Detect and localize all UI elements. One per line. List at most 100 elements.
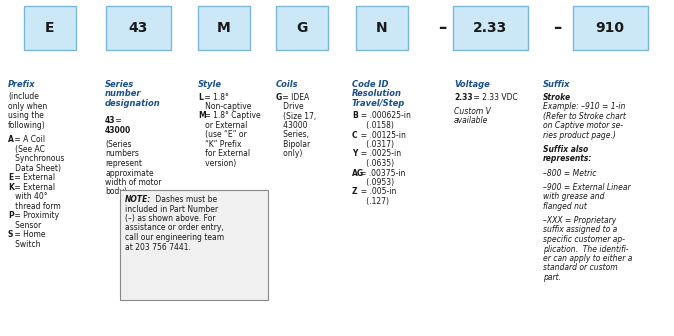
Text: using the: using the — [8, 112, 44, 121]
Text: Suffix also: Suffix also — [543, 145, 588, 154]
Text: =: = — [113, 116, 125, 125]
Text: plication.  The identifi-: plication. The identifi- — [543, 245, 629, 253]
Text: L: L — [198, 92, 203, 101]
Text: only when: only when — [8, 102, 47, 111]
Text: thread form: thread form — [8, 202, 61, 211]
Text: (use “E” or: (use “E” or — [198, 130, 247, 139]
Text: 2.33: 2.33 — [454, 92, 472, 101]
Text: approximate: approximate — [105, 168, 154, 177]
Text: –XXX = Proprietary: –XXX = Proprietary — [543, 216, 616, 225]
Text: = .00375-in: = .00375-in — [361, 168, 406, 177]
Text: = .000625-in: = .000625-in — [356, 112, 411, 121]
Text: Sensor: Sensor — [8, 221, 41, 230]
Text: Resolution: Resolution — [352, 89, 402, 98]
Text: or External: or External — [198, 121, 247, 130]
Text: = 1.8°: = 1.8° — [202, 92, 229, 101]
Text: –: – — [438, 19, 446, 37]
Text: –800 = Metric: –800 = Metric — [543, 168, 596, 177]
Text: N: N — [376, 21, 388, 35]
Text: Y: Y — [352, 150, 357, 159]
Text: C: C — [352, 130, 358, 139]
Text: designation: designation — [105, 99, 161, 108]
Text: P: P — [8, 211, 13, 220]
Text: for External: for External — [198, 150, 250, 159]
Text: = IDEA: = IDEA — [280, 92, 309, 101]
Text: numbers: numbers — [105, 150, 139, 159]
Text: (See AC: (See AC — [8, 145, 45, 154]
FancyBboxPatch shape — [356, 6, 408, 50]
Text: available: available — [454, 116, 489, 125]
Text: Custom V: Custom V — [454, 107, 491, 116]
Text: represents:: represents: — [543, 154, 592, 163]
Text: following): following) — [8, 121, 46, 130]
Text: = .005-in: = .005-in — [356, 187, 396, 197]
Text: Prefix: Prefix — [8, 80, 36, 89]
Text: “K” Prefix: “K” Prefix — [198, 140, 241, 149]
Text: Bipolar: Bipolar — [276, 140, 310, 149]
Text: Data Sheet): Data Sheet) — [8, 164, 61, 173]
Text: flanged nut: flanged nut — [543, 202, 587, 211]
Text: Code ID: Code ID — [352, 80, 388, 89]
Text: (Refer to Stroke chart: (Refer to Stroke chart — [543, 112, 626, 121]
Text: Dashes must be: Dashes must be — [153, 195, 217, 204]
Text: Drive: Drive — [276, 102, 303, 111]
Text: (.127): (.127) — [352, 197, 389, 206]
Text: at 203 756 7441.: at 203 756 7441. — [125, 243, 191, 252]
Text: Non-captive: Non-captive — [198, 102, 251, 111]
Text: 43: 43 — [128, 21, 148, 35]
Text: specific customer ap-: specific customer ap- — [543, 235, 625, 244]
FancyBboxPatch shape — [572, 6, 648, 50]
Text: = A Coil: = A Coil — [12, 135, 45, 144]
Text: Synchronous: Synchronous — [8, 154, 65, 163]
Text: = External: = External — [12, 183, 55, 192]
Text: version): version) — [198, 159, 237, 168]
Text: (Series: (Series — [105, 140, 131, 149]
Text: Switch: Switch — [8, 240, 40, 249]
Text: Stroke: Stroke — [543, 92, 571, 101]
Text: 43000: 43000 — [276, 121, 307, 130]
Text: A: A — [8, 135, 14, 144]
Text: = Proximity: = Proximity — [12, 211, 59, 220]
Text: assistance or order entry,: assistance or order entry, — [125, 223, 224, 233]
Text: (include: (include — [8, 92, 39, 101]
Text: = Home: = Home — [12, 230, 46, 239]
Text: body): body) — [105, 187, 127, 197]
Text: M: M — [217, 21, 231, 35]
Text: standard or custom: standard or custom — [543, 263, 617, 272]
Text: Example: –910 = 1-in: Example: –910 = 1-in — [543, 102, 625, 111]
Text: Z: Z — [352, 187, 358, 197]
Text: Series,: Series, — [276, 130, 309, 139]
Text: = .00125-in: = .00125-in — [356, 130, 406, 139]
Text: K: K — [8, 183, 14, 192]
Text: = 2.33 VDC: = 2.33 VDC — [471, 92, 518, 101]
Text: Suffix: Suffix — [543, 80, 570, 89]
Text: Coils: Coils — [276, 80, 299, 89]
Text: = External: = External — [12, 173, 55, 182]
Text: suffix assigned to a: suffix assigned to a — [543, 225, 617, 235]
Text: AG: AG — [352, 168, 364, 177]
Text: represent: represent — [105, 159, 142, 168]
Text: M: M — [198, 112, 206, 121]
Text: Travel/Step: Travel/Step — [352, 99, 405, 108]
Text: G: G — [297, 21, 308, 35]
Text: S: S — [8, 230, 13, 239]
Text: 43000: 43000 — [105, 126, 131, 135]
Text: on Captive motor se-: on Captive motor se- — [543, 121, 623, 130]
Text: er can apply to either a: er can apply to either a — [543, 254, 632, 263]
Text: (.0635): (.0635) — [352, 159, 394, 168]
Text: (Size 17,: (Size 17, — [276, 112, 316, 121]
Text: part.: part. — [543, 273, 561, 282]
Text: = 1.8° Captive: = 1.8° Captive — [202, 112, 261, 121]
Text: width of motor: width of motor — [105, 178, 162, 187]
Text: (.0953): (.0953) — [352, 178, 394, 187]
Text: only): only) — [276, 150, 303, 159]
Text: G: G — [276, 92, 282, 101]
Text: 2.33: 2.33 — [473, 21, 507, 35]
Text: with grease and: with grease and — [543, 192, 605, 201]
Text: included in Part Number: included in Part Number — [125, 205, 218, 213]
Text: (.0158): (.0158) — [352, 121, 394, 130]
Text: E: E — [8, 173, 13, 182]
Text: B: B — [352, 112, 358, 121]
Text: Series: Series — [105, 80, 134, 89]
Text: Style: Style — [198, 80, 222, 89]
